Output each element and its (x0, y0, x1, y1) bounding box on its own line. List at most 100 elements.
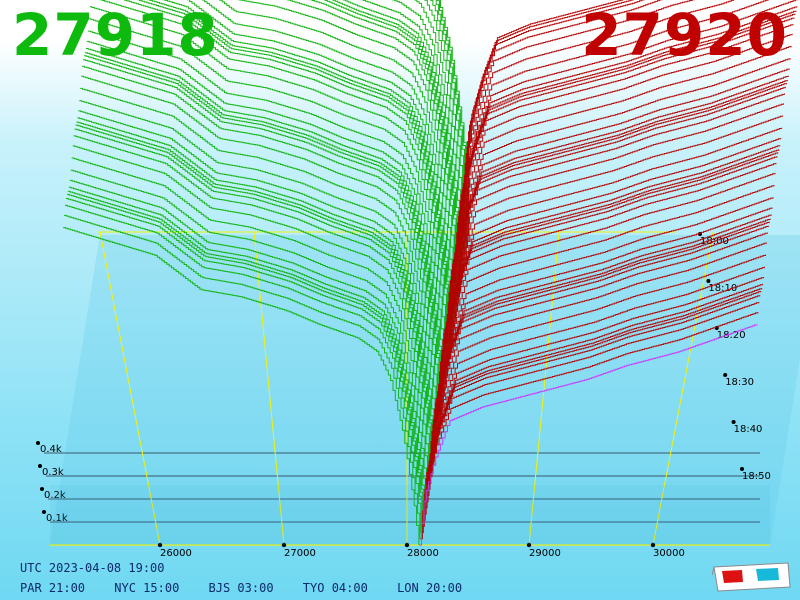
bid-depth-line (78, 110, 435, 446)
bid-depth-line (89, 6, 446, 372)
ask-depth-line (455, 24, 794, 310)
timezone-lon: LON 20:00 (397, 581, 463, 595)
x-tick-dot (404, 542, 410, 548)
x-tick-label: 27000 (284, 548, 316, 559)
x-tick-label: 26000 (160, 548, 192, 559)
ask-depth-line (437, 172, 776, 428)
bid-depth-line (71, 157, 428, 490)
3d-glasses-icon[interactable] (712, 561, 792, 593)
timezone-bjs: BJS 03:00 (208, 581, 274, 595)
bid-depth-line (332, 0, 459, 291)
ask-depth-line (463, 0, 663, 255)
ask-depth-line (442, 138, 782, 391)
x-tick-label: 30000 (653, 548, 685, 559)
ask-depth-line (442, 145, 781, 397)
ask-depth-line (458, 10, 797, 292)
x-tick-label: 28000 (407, 548, 439, 559)
bid-depth-line (88, 18, 446, 378)
ask-depth-line (433, 214, 772, 453)
ask-depth-line (421, 302, 760, 534)
timezone-nyc: NYC 15:00 (114, 581, 180, 595)
bid-depth-line (162, 0, 451, 341)
depth-tick-dot (38, 464, 42, 468)
bid-depth-line (99, 0, 447, 366)
bid-depth-line (236, 0, 455, 316)
floor-plane (50, 235, 800, 545)
bid-depth-line (77, 117, 434, 452)
ask-depth-line (449, 80, 788, 348)
time-tick-dot (740, 467, 744, 471)
ask-depth-line (429, 232, 768, 478)
time-tick-dot (706, 279, 711, 283)
bid-depth-line (287, 0, 456, 310)
ask-depth-line (459, 6, 798, 286)
ask-depth-line (434, 207, 773, 447)
ask-depth-line (452, 58, 791, 329)
ask-depth-line (461, 0, 769, 273)
bid-depth-line (136, 0, 449, 353)
bid-depth-line (63, 227, 420, 545)
bid-depth-line (80, 87, 437, 434)
bid-depth-line (82, 65, 439, 421)
ask-depth-line (446, 93, 785, 366)
bid-depth-line (322, 0, 458, 297)
bid-depth-line (64, 214, 421, 539)
bid-depth-line (69, 179, 427, 502)
ask-depth-line (466, 0, 625, 236)
time-tick-label: 18:40 (734, 424, 763, 435)
bid-depth-line (65, 204, 422, 533)
ask-depth-line (430, 225, 769, 472)
front-shade (50, 485, 770, 545)
ask-depth-line (432, 218, 771, 459)
ask-depth-line (464, 0, 645, 248)
ask-depth-line (445, 103, 784, 372)
bid-depth-line (360, 0, 461, 279)
bid-depth-line (74, 128, 431, 471)
ask-depth-line (426, 266, 765, 496)
time-tick-dot (731, 420, 736, 424)
ask-depth-line (425, 277, 765, 503)
bid-depth-line (79, 100, 436, 440)
bid-depth-line (68, 186, 426, 508)
ask-depth-line (454, 33, 793, 317)
ask-depth-line (453, 45, 792, 323)
ask-depth-line (440, 152, 779, 410)
bid-depth-line (86, 40, 444, 390)
ask-depth-line (456, 17, 795, 304)
bid-depth-line (81, 75, 438, 428)
bid-depth-line (147, 0, 450, 347)
ask-depth-line (439, 156, 778, 416)
bid-depth-line (84, 52, 442, 403)
bid-depth-line (67, 190, 425, 514)
x-tick-dot (650, 542, 656, 548)
bid-depth-line (309, 0, 457, 304)
utc-time: UTC 2023-04-08 19:00 (20, 561, 165, 575)
ask-depth-line (451, 68, 790, 335)
ask-depth-line (457, 13, 796, 298)
ask-depth-line (462, 0, 695, 261)
bid-depth-line (70, 169, 427, 496)
bid-depth-line (72, 145, 429, 483)
y-tick-label: 0.3k (42, 467, 64, 478)
timezones: PAR 21:00 NYC 15:00 BJS 03:00 TYO 04:00 … (20, 581, 484, 595)
ask-depth-line (423, 291, 762, 521)
bid-depth-line (75, 124, 432, 465)
y-tick-label: 0.1k (46, 513, 68, 524)
bid-depth-line (76, 121, 433, 459)
ask-depth-line (420, 312, 759, 540)
bid-depth-line (85, 48, 443, 397)
price-grid-line (253, 231, 285, 546)
y-tick-label: 0.4k (40, 444, 62, 455)
ask-depth-line (465, 0, 634, 242)
x-tick-dot (526, 542, 532, 548)
time-tick-label: 18:50 (742, 471, 771, 482)
bid-depth-line (65, 198, 423, 527)
ask-depth-line (444, 115, 784, 379)
ask-depth-line (448, 83, 787, 354)
depth-tick-dot (36, 441, 40, 445)
depth-tick-dot (42, 510, 46, 514)
x-tick-dot (157, 542, 163, 548)
ask-depth-line (428, 242, 767, 484)
timezone-tyo: TYO 04:00 (302, 581, 368, 595)
